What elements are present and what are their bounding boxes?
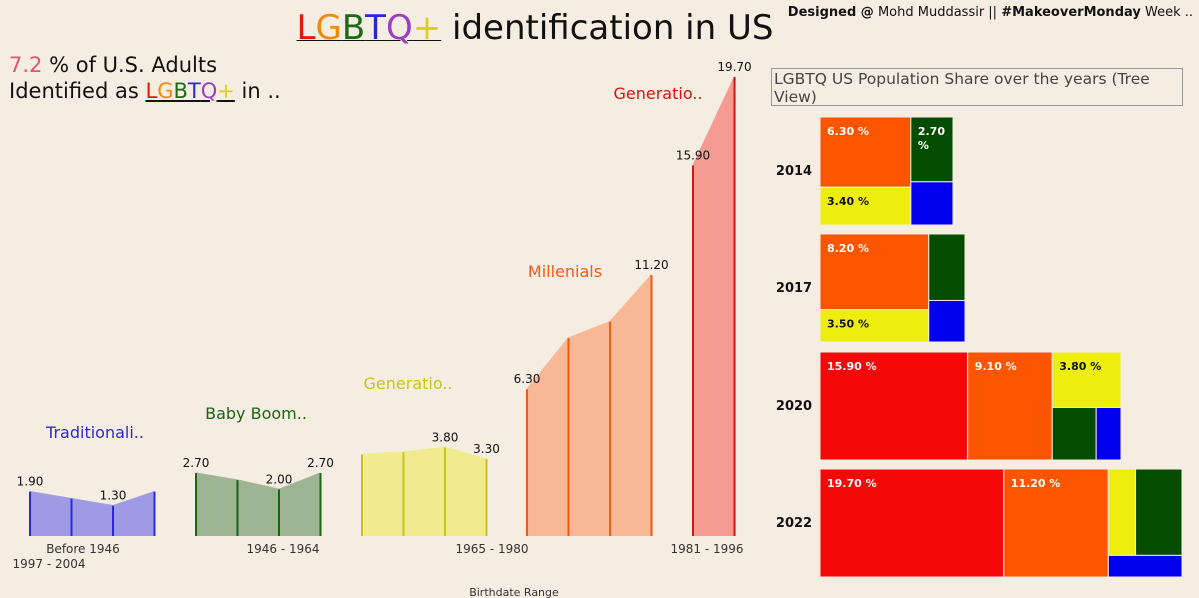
area-fill-2 <box>362 447 487 536</box>
treemap-label-0-1-b: % <box>918 139 929 152</box>
letter-1: G <box>315 8 342 48</box>
treemap-label-1-0: 8.20 % <box>827 242 869 255</box>
stat-value: 7.2 <box>9 53 43 77</box>
treemap-cell-1-1 <box>928 233 966 301</box>
generation-label-1: Baby Boom.. <box>205 404 307 423</box>
treemap-cell-3-2 <box>1107 468 1137 556</box>
data-label-0-2: 1.30 <box>100 489 127 503</box>
generation-label-3: Millenials <box>528 262 602 281</box>
treemap-cell-1-2 <box>819 309 930 343</box>
data-label-2-2: 3.80 <box>432 430 459 444</box>
letter-0: L <box>145 79 158 103</box>
treemap-cell-0-3 <box>910 181 954 226</box>
data-label-3-0: 6.30 <box>514 372 541 386</box>
treemap-cell-0-0 <box>819 116 912 188</box>
treemap-cell-2-2 <box>1051 351 1122 408</box>
credit-week: Week .. <box>1144 5 1193 20</box>
treemap-cell-2-3 <box>1051 406 1097 461</box>
generation-label-0: Traditionali.. <box>45 423 144 442</box>
treemap-cell-2-0 <box>819 351 969 461</box>
letter-4: Q <box>385 8 413 48</box>
credit-designed: Designed @ <box>787 5 874 20</box>
range-label-4: 1997 - 2004 <box>12 557 85 571</box>
letter-2: B <box>341 8 366 48</box>
treemap-cell-2-4 <box>1095 406 1122 461</box>
area-fill-3 <box>527 275 652 536</box>
data-label-3-3: 11.20 <box>634 258 668 272</box>
x-axis-title: Birthdate Range <box>469 586 559 598</box>
credit-line: Designed @ Mohd Muddassir || #MakeoverMo… <box>788 5 1193 20</box>
year-label-1: 2017 <box>776 281 812 296</box>
treemap-label-0-2: 3.40 % <box>827 195 869 208</box>
treemap-title: LGBTQ US Population Share over the years… <box>771 68 1183 106</box>
treemap-label-1-2: 3.50 % <box>827 318 869 331</box>
generation-label-2: Generatio.. <box>363 374 452 393</box>
area-line-3 <box>526 274 653 390</box>
data-label-1-2: 2.00 <box>266 472 293 486</box>
letter-3: T <box>365 8 386 48</box>
area-fill-4 <box>693 76 735 537</box>
range-label-1: 1946 - 1964 <box>246 542 319 556</box>
data-label-4-1: 19.70 <box>717 60 751 74</box>
generation-label-4: Generatio.. <box>613 84 702 103</box>
treemap-label-3-1: 11.20 % <box>1011 477 1061 490</box>
letter-5: + <box>412 8 442 48</box>
treemap-cell-1-0 <box>819 233 930 311</box>
stat-line2-post: in .. <box>241 79 281 103</box>
treemap-cell-3-1 <box>1003 468 1109 578</box>
treemap-cell-0-2 <box>819 186 912 226</box>
treemap-label-2-2: 3.80 % <box>1059 360 1101 373</box>
treemap-cell-3-3 <box>1135 468 1183 556</box>
title-rest: identification in US <box>452 8 774 48</box>
data-label-1-3: 2.70 <box>307 456 334 470</box>
treemap-label-0-1: 2.70 <box>918 125 945 138</box>
letter-4: Q <box>200 79 218 103</box>
year-label-3: 2022 <box>776 516 812 531</box>
year-label-2: 2020 <box>776 399 812 414</box>
year-label-0: 2014 <box>776 164 812 179</box>
letter-1: G <box>157 79 174 103</box>
treemap-label-3-0: 19.70 % <box>827 477 877 490</box>
range-label-0: Before 1946 <box>46 542 120 556</box>
area-line-2 <box>361 446 487 460</box>
data-label-4-0: 15.90 <box>676 149 710 163</box>
area-fill-1 <box>196 473 321 536</box>
area-line-4 <box>692 76 736 166</box>
letter-2: B <box>173 79 188 103</box>
area-line-0 <box>29 490 155 507</box>
treemap-label-0-0: 6.30 % <box>827 125 869 138</box>
treemap-label-2-1: 9.10 % <box>975 360 1017 373</box>
data-label-1-0: 2.70 <box>183 456 210 470</box>
credit-makeover: #MakeoverMonday <box>1001 5 1141 20</box>
lgbtq-title-letters: LGBTQ+ <box>297 8 442 48</box>
stat-summary: 7.2 % of U.S. Adults Identified as LGBTQ… <box>9 52 281 104</box>
letter-3: T <box>187 79 201 103</box>
treemap-cell-0-1 <box>910 116 954 183</box>
stat-lgbtq-letters: LGBTQ+ <box>145 79 234 103</box>
data-label-2-3: 3.30 <box>473 442 500 456</box>
treemap-label-2-0: 15.90 % <box>827 360 877 373</box>
range-label-3: 1981 - 1996 <box>670 542 743 556</box>
letter-0: L <box>296 8 316 48</box>
page-title: LGBTQ+ identification in US <box>0 8 1070 48</box>
stat-line1: % of U.S. Adults <box>49 53 218 77</box>
range-label-2: 1965 - 1980 <box>455 542 528 556</box>
area-line-1 <box>195 472 321 491</box>
treemap-cell-1-3 <box>928 299 966 343</box>
letter-5: + <box>217 79 235 103</box>
data-label-0-0: 1.90 <box>17 475 44 489</box>
treemap-cell-3-4 <box>1107 554 1183 578</box>
credit-author: Mohd Muddassir || <box>877 5 998 20</box>
stat-line2-pre: Identified as <box>9 79 139 103</box>
